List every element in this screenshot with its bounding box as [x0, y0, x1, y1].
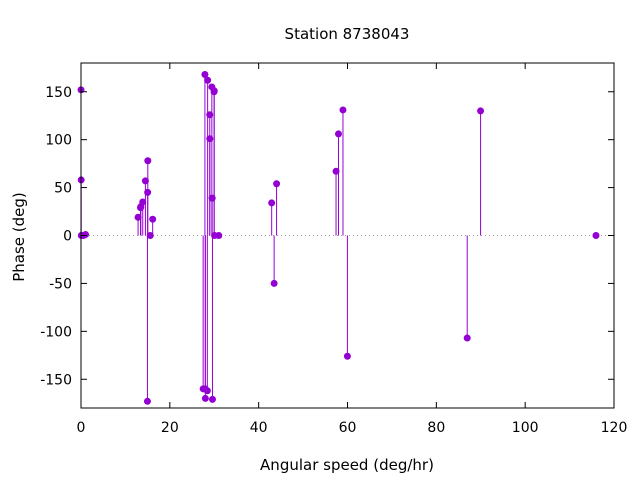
- x-tick-label: 0: [77, 420, 86, 436]
- data-point: [203, 387, 211, 395]
- data-point: [82, 231, 90, 239]
- data-point: [268, 199, 276, 207]
- data-point: [343, 352, 351, 360]
- data-point: [273, 180, 281, 188]
- data-point: [139, 198, 147, 206]
- point-layer: [77, 71, 600, 405]
- data-point: [215, 232, 223, 239]
- data-point: [141, 177, 149, 185]
- chart-title: Station 8738043: [285, 25, 410, 43]
- data-point: [146, 232, 154, 239]
- data-point: [208, 194, 216, 202]
- y-axis-title: Phase (deg): [10, 192, 28, 282]
- data-point: [144, 157, 152, 165]
- data-point: [144, 188, 152, 196]
- y-tick-label: -150: [40, 372, 72, 388]
- y-tick-label: -50: [49, 276, 72, 292]
- data-point: [477, 107, 485, 115]
- data-point: [210, 87, 218, 95]
- data-point: [201, 394, 209, 402]
- x-tick-label: 60: [339, 420, 357, 436]
- y-tick-label: -100: [40, 324, 72, 340]
- data-point: [204, 76, 212, 84]
- impulse-layer: [80, 74, 482, 402]
- data-point: [270, 279, 278, 287]
- x-tick-label: 100: [512, 420, 539, 436]
- data-point: [201, 71, 209, 78]
- data-point: [149, 215, 157, 223]
- data-point: [208, 395, 216, 403]
- x-axis-ticks: 0 20 40 60 80 100 120: [77, 63, 628, 436]
- y-tick-label: 0: [63, 229, 72, 245]
- data-point: [332, 167, 340, 175]
- x-tick-label: 120: [601, 420, 628, 436]
- data-point: [334, 130, 342, 138]
- data-point: [206, 135, 214, 143]
- x-tick-label: 40: [250, 420, 268, 436]
- x-tick-label: 80: [427, 420, 445, 436]
- data-point: [463, 334, 471, 342]
- data-point: [592, 232, 600, 239]
- y-tick-label: 50: [54, 181, 72, 197]
- y-axis-ticks: -150 -100 -50 0 50 100 150: [40, 85, 614, 388]
- y-tick-label: 100: [45, 133, 72, 149]
- data-point: [134, 213, 142, 221]
- x-tick-label: 20: [161, 420, 179, 436]
- y-tick-label: 150: [45, 85, 72, 101]
- data-point: [143, 397, 151, 405]
- data-point: [206, 111, 214, 119]
- x-axis-title: Angular speed (deg/hr): [260, 456, 434, 474]
- data-point: [339, 106, 347, 114]
